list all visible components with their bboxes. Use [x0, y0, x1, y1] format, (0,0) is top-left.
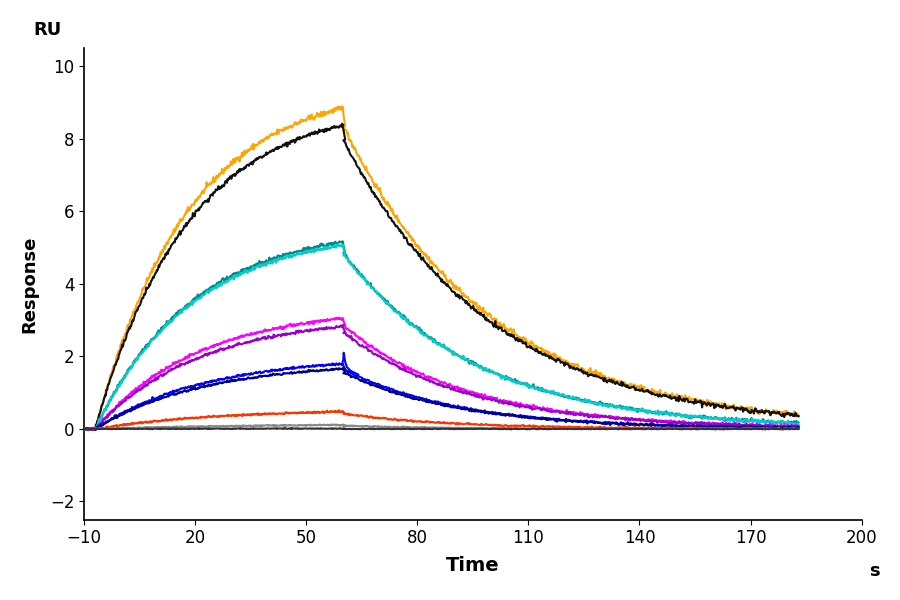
- Text: s: s: [869, 562, 880, 580]
- Y-axis label: Response: Response: [21, 235, 39, 332]
- Text: RU: RU: [33, 20, 62, 38]
- X-axis label: Time: Time: [446, 556, 500, 575]
